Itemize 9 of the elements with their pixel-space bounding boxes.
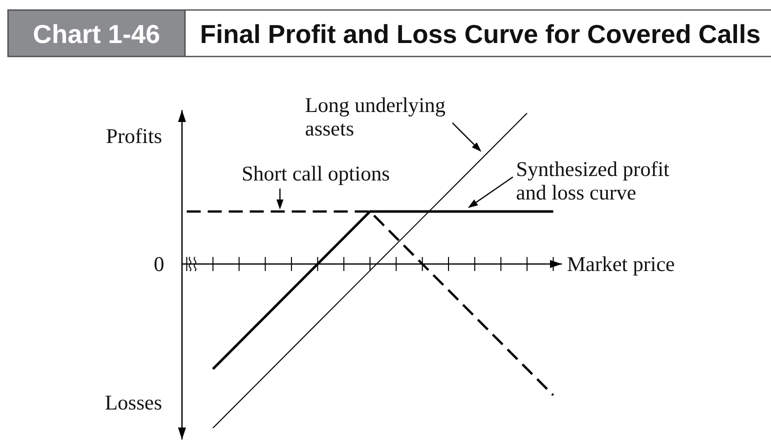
caption: Chart 1-46 bbox=[32, 19, 160, 49]
chart-title: Final Profit and Loss Curve for Covered Calls bbox=[200, 19, 761, 49]
text: Profits bbox=[106, 124, 162, 148]
series-label: Short call options bbox=[242, 162, 390, 186]
text: Losses bbox=[104, 390, 162, 414]
series-label: Long underlying assets bbox=[305, 93, 446, 140]
x-axis-title: Market price bbox=[567, 252, 675, 276]
legend-label: Synthesized profit and loss curve bbox=[516, 157, 670, 204]
text: 0 bbox=[154, 252, 164, 276]
